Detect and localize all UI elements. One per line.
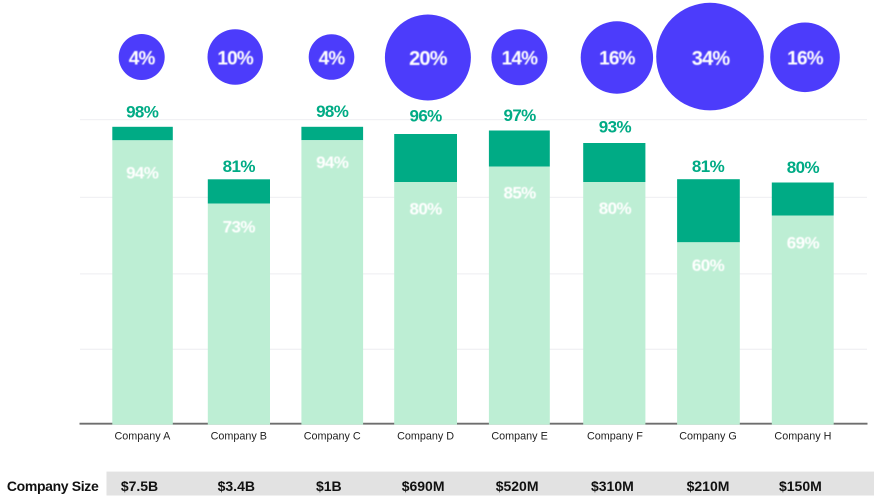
svg-text:16%: 16% — [787, 49, 824, 70]
svg-text:98%: 98% — [126, 102, 159, 121]
svg-text:16%: 16% — [599, 49, 636, 70]
svg-text:$520M: $520M — [496, 478, 539, 494]
svg-text:94%: 94% — [126, 164, 159, 183]
svg-text:Company D: Company D — [397, 431, 454, 443]
svg-text:80%: 80% — [787, 158, 820, 177]
svg-text:$210M: $210M — [687, 478, 730, 494]
svg-text:14%: 14% — [502, 49, 539, 70]
svg-text:Company C: Company C — [304, 431, 361, 443]
svg-text:Company Size: Company Size — [7, 478, 99, 494]
svg-text:34%: 34% — [692, 48, 731, 70]
svg-text:97%: 97% — [503, 106, 536, 125]
svg-text:94%: 94% — [316, 153, 349, 172]
svg-text:98%: 98% — [316, 102, 349, 121]
svg-text:81%: 81% — [223, 157, 256, 176]
svg-text:80%: 80% — [409, 200, 442, 219]
svg-text:93%: 93% — [599, 118, 632, 137]
svg-text:69%: 69% — [787, 234, 820, 253]
svg-text:73%: 73% — [223, 217, 256, 236]
svg-text:10%: 10% — [217, 49, 254, 70]
svg-text:96%: 96% — [409, 107, 442, 126]
svg-text:4%: 4% — [129, 49, 156, 70]
svg-text:81%: 81% — [692, 157, 725, 176]
svg-text:Company H: Company H — [774, 431, 831, 443]
svg-text:20%: 20% — [409, 48, 448, 70]
svg-text:Company G: Company G — [679, 431, 737, 443]
svg-text:80%: 80% — [599, 199, 632, 218]
svg-text:Company B: Company B — [211, 431, 267, 443]
svg-text:85%: 85% — [503, 183, 536, 202]
svg-text:$150M: $150M — [779, 478, 822, 494]
svg-text:Company F: Company F — [587, 431, 643, 443]
svg-text:$310M: $310M — [591, 478, 634, 494]
svg-text:$1B: $1B — [316, 478, 342, 494]
svg-text:Company A: Company A — [114, 431, 171, 443]
svg-text:$690M: $690M — [402, 478, 445, 494]
svg-text:Company E: Company E — [491, 431, 547, 443]
svg-text:$3.4B: $3.4B — [218, 478, 255, 494]
svg-text:60%: 60% — [692, 256, 725, 275]
svg-text:$7.5B: $7.5B — [121, 478, 158, 494]
svg-text:4%: 4% — [319, 49, 346, 70]
